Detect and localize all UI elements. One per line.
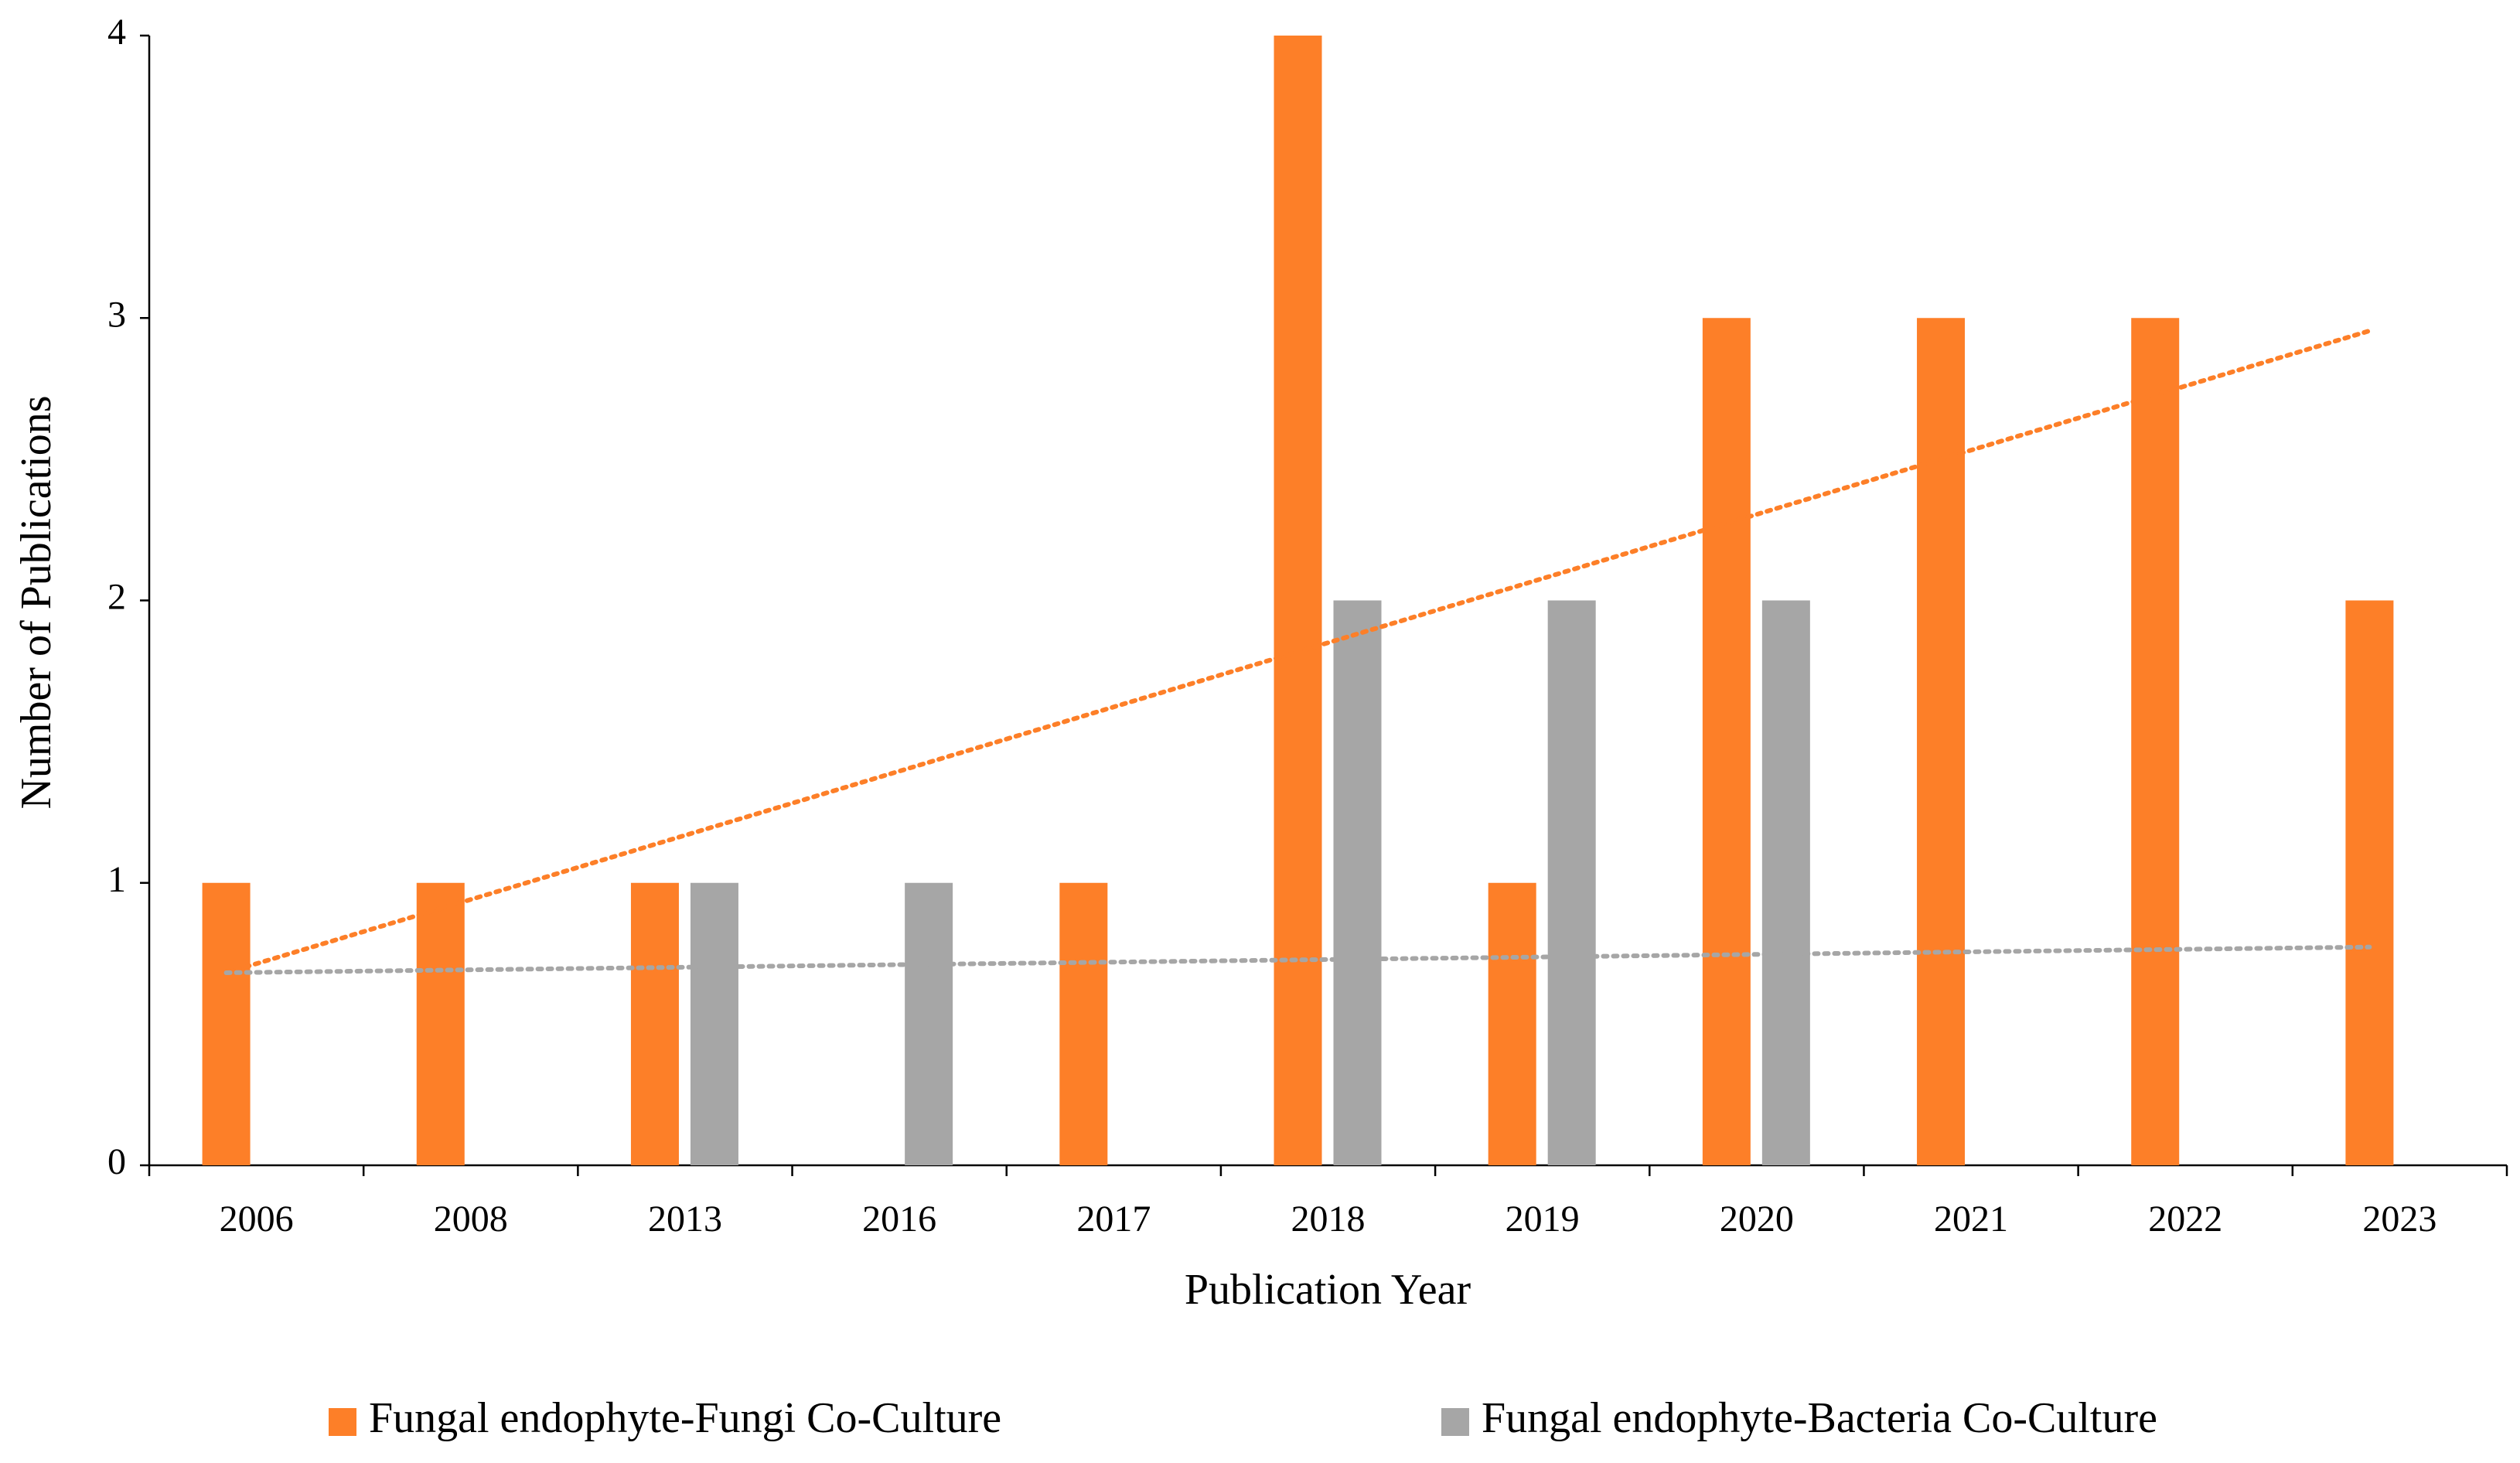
x-tick-label: 2019 [1506, 1199, 1580, 1240]
x-tick-label: 2013 [648, 1199, 722, 1240]
legend-label: Fungal endophyte-Fungi Co-Culture [369, 1394, 1001, 1442]
x-tick-label: 2016 [862, 1199, 936, 1240]
bar [1333, 600, 1382, 1165]
y-tick-label: 0 [107, 1141, 126, 1182]
bar [1059, 882, 1108, 1165]
bar [905, 882, 953, 1165]
bar [1488, 882, 1536, 1165]
x-tick-label: 2020 [1720, 1199, 1794, 1240]
bar [690, 882, 738, 1165]
x-tick-label: 2008 [434, 1199, 508, 1240]
bar [2345, 600, 2394, 1165]
bar [1547, 600, 1596, 1165]
x-tick-label: 2006 [220, 1199, 294, 1240]
x-tick-label: 2021 [1934, 1199, 2008, 1240]
y-tick-label: 1 [107, 859, 126, 900]
y-tick-label: 2 [107, 577, 126, 618]
trendline [223, 328, 2372, 975]
x-tick-label: 2023 [2362, 1199, 2436, 1240]
bar [416, 882, 465, 1165]
trendline [223, 944, 2372, 975]
y-tick-label: 3 [107, 294, 126, 335]
bar [1274, 36, 1322, 1165]
bar [1702, 318, 1751, 1165]
y-tick-label: 4 [107, 12, 126, 53]
bar [202, 882, 251, 1165]
legend-swatch [329, 1408, 356, 1436]
bar [2131, 318, 2180, 1165]
legend-swatch [1441, 1408, 1469, 1436]
bar [630, 882, 679, 1165]
bar [1761, 600, 1810, 1165]
legend-label: Fungal endophyte-Bacteria Co-Culture [1482, 1394, 2157, 1442]
x-tick-label: 2018 [1291, 1199, 1366, 1240]
x-tick-label: 2017 [1076, 1199, 1151, 1240]
x-tick-label: 2022 [2148, 1199, 2222, 1240]
y-axis-title: Number of Publications [12, 395, 60, 809]
x-axis-title: Publication Year [1185, 1266, 1471, 1314]
bar [1917, 318, 1966, 1165]
